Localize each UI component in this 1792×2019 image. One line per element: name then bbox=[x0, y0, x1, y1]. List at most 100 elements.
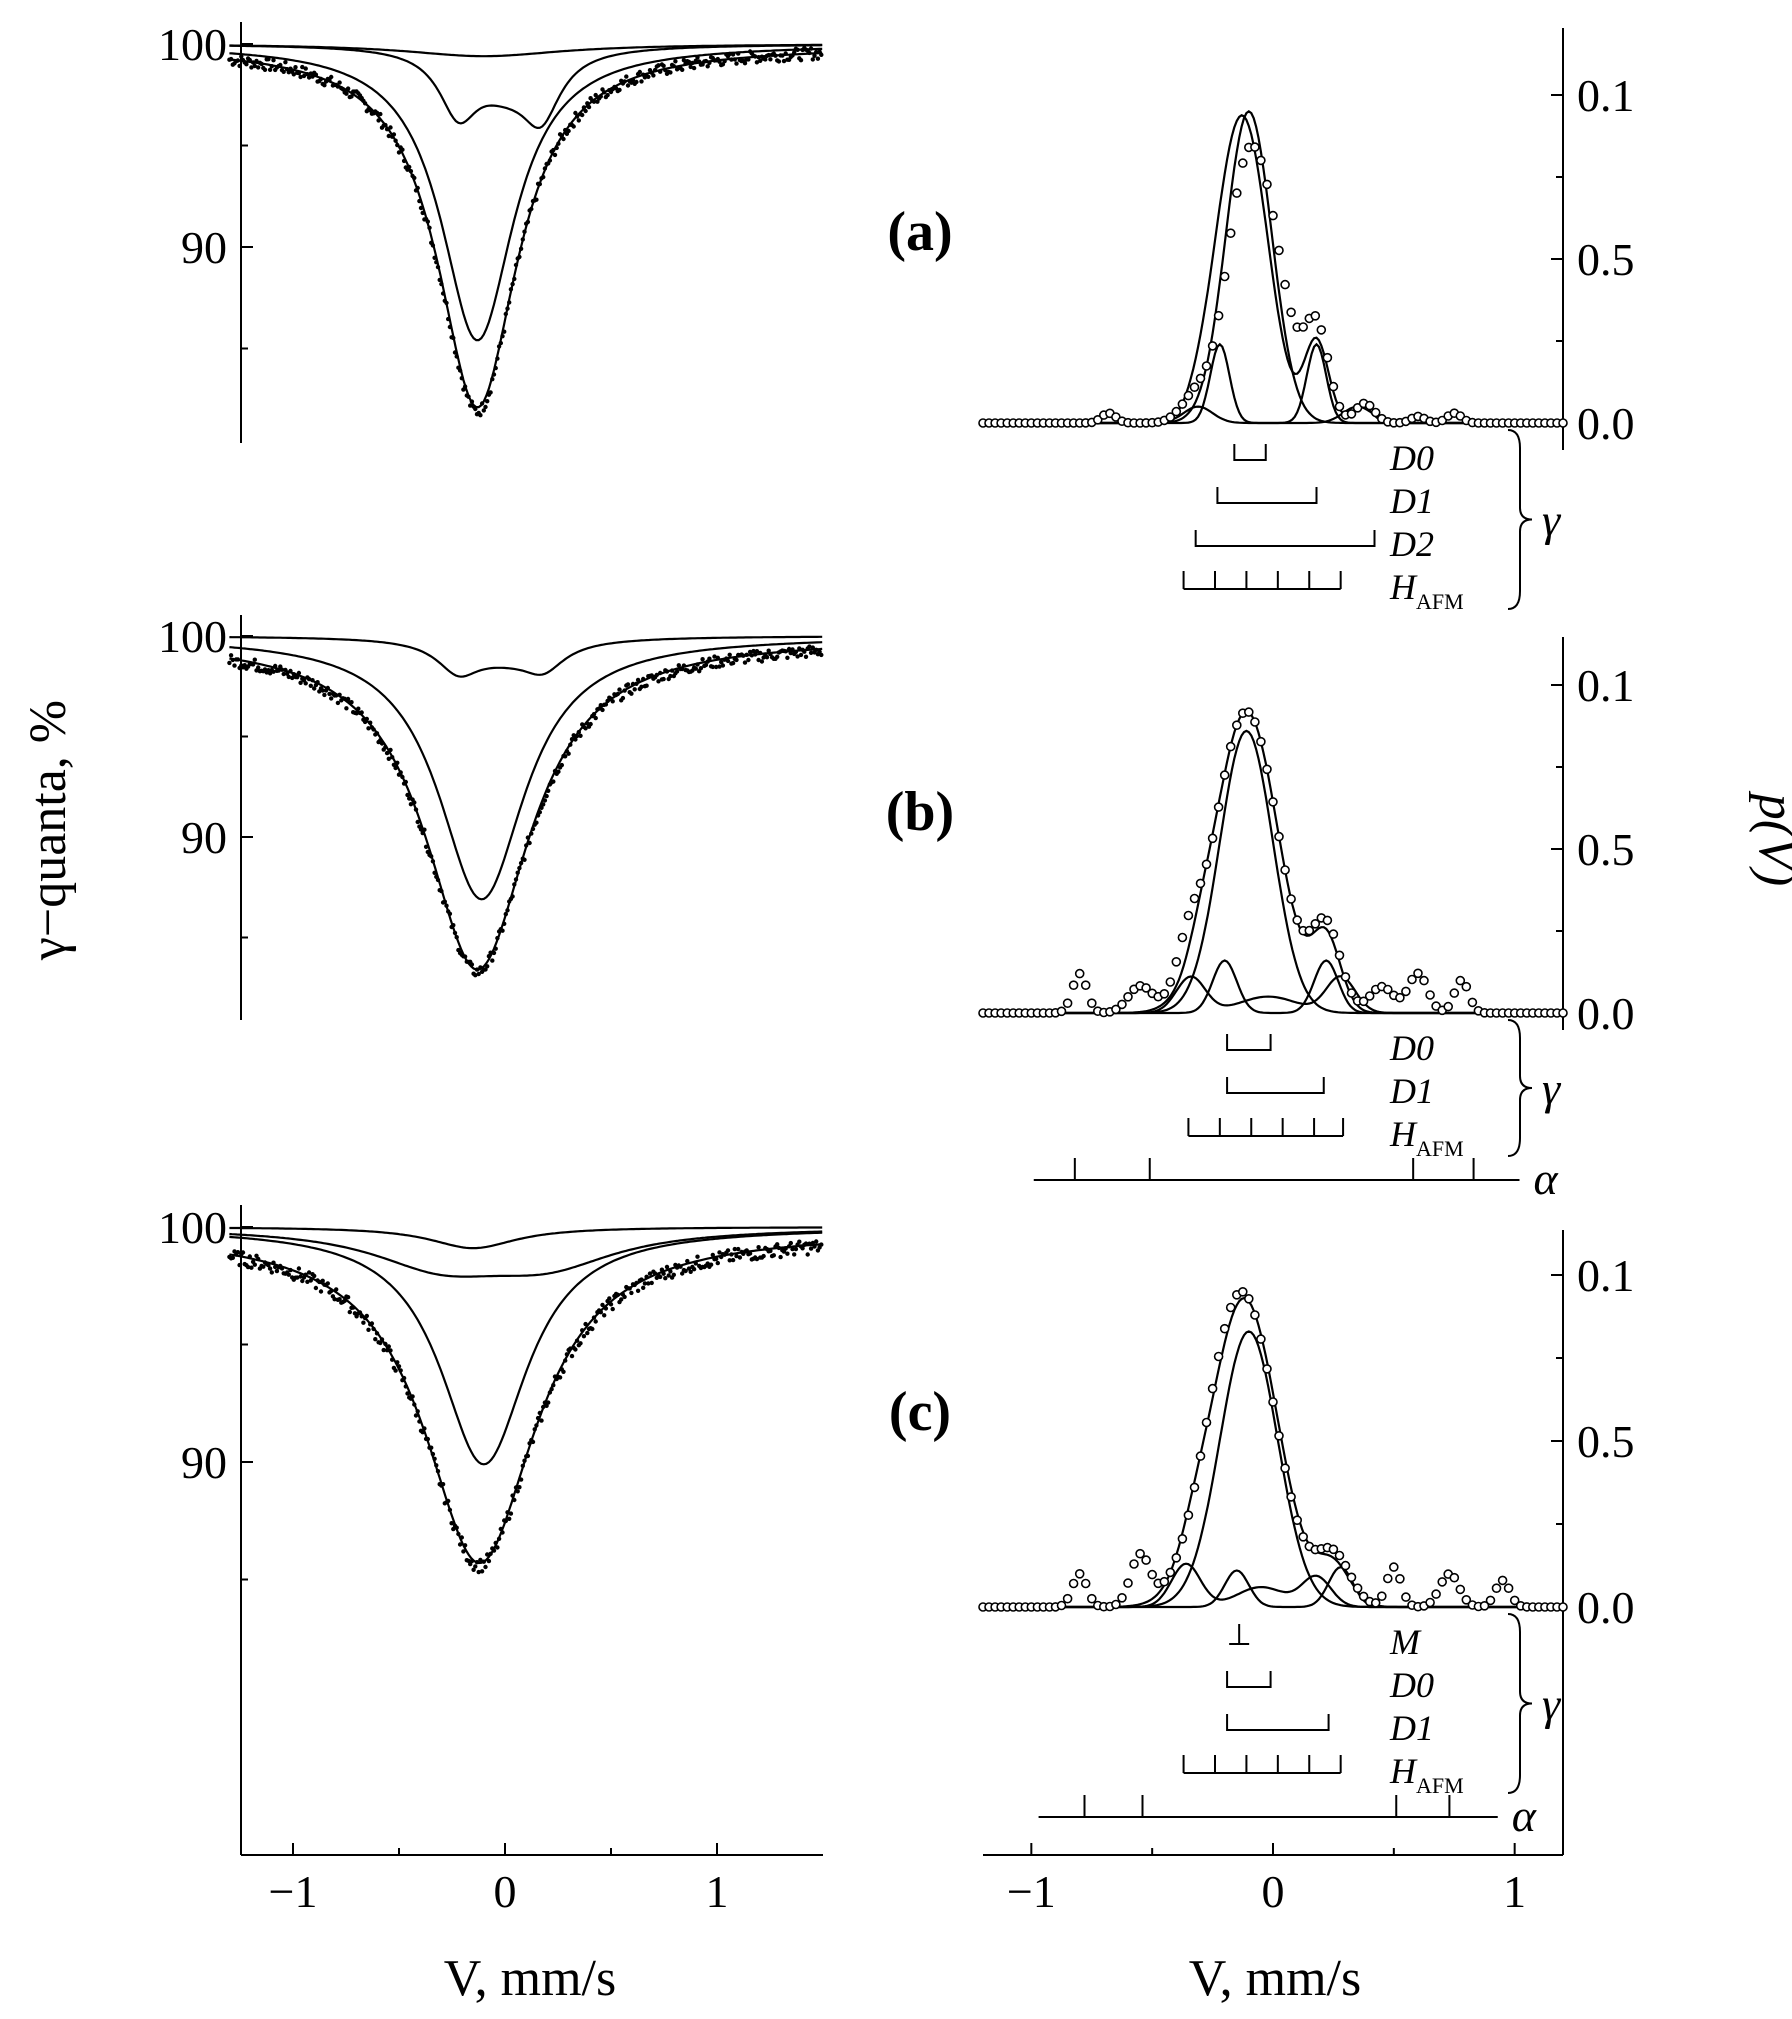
spectrum-data-point-b bbox=[344, 706, 349, 711]
spectrum-data-point-c bbox=[646, 1281, 651, 1286]
spectrum-data-point-a bbox=[541, 174, 546, 180]
distribution-data-point-b bbox=[1087, 998, 1097, 1009]
spectrum-data-point-c bbox=[325, 1281, 330, 1286]
distribution-data-point-c bbox=[1201, 1417, 1212, 1428]
spectrum-data-point-b bbox=[320, 688, 325, 693]
spectrum-data-point-b bbox=[393, 765, 398, 771]
spectrum-data-point-c bbox=[666, 1273, 671, 1278]
spectrum-data-point-b bbox=[230, 657, 235, 663]
spectrum-data-point-c bbox=[361, 1320, 366, 1325]
spectrum-data-point-c bbox=[378, 1340, 383, 1346]
distribution-data-point-b bbox=[1189, 893, 1200, 904]
marker-a-D1-label: D1 bbox=[1389, 481, 1434, 521]
spectrum-data-point-a bbox=[552, 152, 558, 158]
spectrum-fit-b-doublet bbox=[229, 635, 823, 678]
spectrum-data-point-a bbox=[571, 124, 576, 129]
spectrum-data-point-a bbox=[395, 142, 400, 148]
distribution-data-point-a bbox=[1207, 341, 1218, 351]
spectrum-data-point-c bbox=[503, 1518, 508, 1524]
spectrum-data-point-c bbox=[693, 1261, 698, 1266]
spectrum-data-point-c bbox=[271, 1260, 276, 1265]
distribution-data-point-c bbox=[1280, 1463, 1290, 1473]
spectrum-data-point-a bbox=[447, 324, 453, 330]
spectrum-data-point-a bbox=[286, 70, 291, 75]
spectrum-data-point-c bbox=[734, 1253, 739, 1259]
spectrum-data-point-a bbox=[781, 58, 787, 64]
spectrum-data-point-b bbox=[469, 962, 475, 967]
spectrum-data-point-c bbox=[486, 1558, 492, 1564]
distribution-fit-c-D0 bbox=[983, 1330, 1561, 1609]
spectrum-data-point-c bbox=[252, 1262, 257, 1267]
spectrum-data-point-b bbox=[819, 652, 824, 658]
distribution-data-point-a bbox=[1310, 310, 1321, 321]
spectrum-data-point-c bbox=[312, 1273, 317, 1279]
spectrum-data-point-c bbox=[797, 1239, 802, 1244]
distribution-fit-c-total bbox=[983, 1297, 1561, 1609]
spectrum-data-point-b bbox=[379, 741, 385, 746]
spectrum-data-point-b bbox=[727, 652, 732, 657]
distribution-data-point-b bbox=[1340, 972, 1351, 982]
spectrum-data-point-b bbox=[730, 660, 736, 666]
spectrum-data-point-b bbox=[235, 657, 241, 662]
spectrum-data-point-c bbox=[583, 1321, 588, 1327]
spectrum-data-point-a bbox=[498, 340, 503, 346]
spectrum-data-point-c bbox=[317, 1279, 322, 1285]
spectrum-data-point-b bbox=[310, 678, 315, 683]
spectrum-data-point-c bbox=[541, 1404, 546, 1410]
spectrum-data-point-c bbox=[286, 1272, 291, 1277]
spectrum-data-point-c bbox=[710, 1252, 715, 1258]
spectrum-data-point-b bbox=[695, 662, 700, 667]
distribution-data-point-b bbox=[1165, 977, 1176, 987]
spectrum-data-point-a bbox=[658, 69, 663, 74]
spectrum-data-point-a bbox=[695, 55, 700, 60]
left-y-tick-label-b: 100 bbox=[158, 611, 227, 662]
spectrum-data-point-c bbox=[685, 1258, 690, 1264]
spectrum-data-point-c bbox=[518, 1477, 524, 1482]
spectrum-data-point-b bbox=[525, 835, 531, 840]
marker-c-D1 bbox=[1226, 1714, 1330, 1731]
spectrum-data-point-c bbox=[373, 1337, 378, 1342]
spectrum-data-point-c bbox=[664, 1264, 670, 1270]
distribution-data-point-a bbox=[1250, 142, 1260, 152]
distribution-data-point-c bbox=[1195, 1451, 1206, 1461]
spectrum-data-point-c bbox=[507, 1516, 512, 1522]
distribution-data-point-a bbox=[1268, 210, 1278, 221]
spectrum-data-point-b bbox=[405, 792, 410, 798]
spectrum-data-point-c bbox=[659, 1267, 665, 1272]
spectrum-data-point-c bbox=[303, 1272, 308, 1277]
distribution-data-point-c bbox=[1080, 1578, 1091, 1589]
spectrum-data-point-c bbox=[785, 1251, 790, 1256]
spectrum-data-point-c bbox=[430, 1451, 436, 1457]
left-x-axis-title: V, mm/s bbox=[444, 1950, 616, 2007]
spectrum-data-point-a bbox=[383, 122, 388, 128]
spectrum-data-point-b bbox=[312, 686, 317, 691]
distribution-data-point-c bbox=[1461, 1595, 1472, 1605]
spectrum-data-point-b bbox=[518, 860, 524, 866]
spectrum-data-point-a bbox=[705, 64, 710, 69]
spectrum-data-point-c bbox=[329, 1288, 334, 1294]
spectrum-data-point-c bbox=[652, 1271, 658, 1276]
spectrum-data-point-b bbox=[303, 681, 308, 686]
spectrum-data-point-c bbox=[590, 1326, 595, 1332]
spectrum-data-point-a bbox=[563, 127, 568, 133]
spectrum-data-point-a bbox=[566, 128, 571, 134]
spectrum-data-point-c bbox=[729, 1252, 734, 1257]
spectrum-data-point-c bbox=[454, 1525, 459, 1530]
spectrum-data-point-a bbox=[291, 72, 296, 77]
spectrum-data-point-b bbox=[537, 810, 542, 815]
spectrum-data-point-c bbox=[398, 1368, 403, 1373]
spectrum-data-point-c bbox=[708, 1262, 714, 1267]
distribution-data-point-c bbox=[1111, 1599, 1121, 1610]
spectrum-data-point-b bbox=[335, 700, 341, 706]
spectrum-data-point-a bbox=[415, 185, 420, 191]
spectrum-fit-b-paramagnetic-singlet bbox=[229, 641, 823, 901]
spectrum-data-point-b bbox=[635, 677, 641, 683]
spectrum-data-point-b bbox=[674, 669, 680, 674]
spectrum-data-point-c bbox=[288, 1267, 293, 1273]
spectrum-data-point-a bbox=[303, 66, 308, 71]
spectrum-data-point-c bbox=[549, 1387, 554, 1392]
spectrum-data-point-a bbox=[446, 316, 451, 322]
spectrum-data-point-a bbox=[444, 300, 449, 306]
distribution-data-point-c bbox=[1346, 1572, 1357, 1583]
distribution-data-point-c bbox=[1352, 1583, 1363, 1593]
